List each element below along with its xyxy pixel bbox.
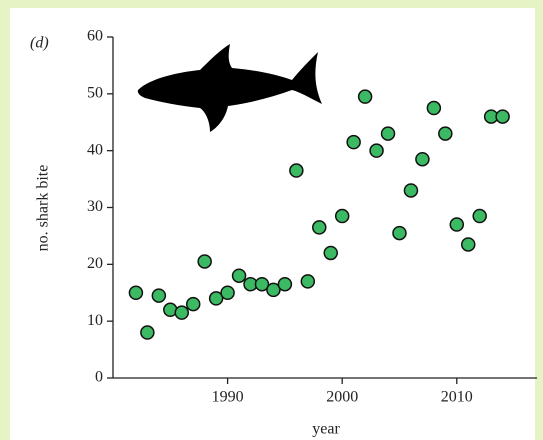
y-tick-label: 50: [87, 85, 103, 102]
point: [185, 296, 201, 312]
point: [277, 276, 293, 292]
point: [472, 208, 487, 224]
y-tick-label: 60: [87, 28, 103, 45]
point: [231, 268, 247, 283]
y-axis-label: no. shark bite: [35, 165, 52, 252]
point: [208, 291, 224, 306]
point: [438, 126, 453, 141]
y-tick-label: 20: [87, 255, 103, 272]
y-tick-label: 0: [95, 369, 103, 386]
point: [140, 325, 155, 340]
point: [334, 208, 350, 224]
x-tick-label: 2010: [441, 389, 473, 406]
point: [449, 217, 465, 232]
point: [128, 285, 144, 300]
point: [357, 89, 373, 104]
point: [220, 285, 235, 300]
x-axis-label: year: [312, 421, 340, 438]
x-tick-label: 1990: [212, 389, 244, 406]
point: [346, 134, 361, 150]
point: [426, 100, 442, 116]
point: [174, 305, 190, 320]
y-tick-label: 10: [87, 312, 103, 329]
x-tick-label: 2000: [326, 389, 358, 406]
shark-silhouette: [137, 44, 322, 132]
point: [254, 276, 270, 292]
point: [312, 220, 327, 235]
point: [369, 143, 384, 158]
point: [495, 109, 510, 124]
point: [289, 163, 304, 178]
point: [415, 151, 430, 167]
point: [300, 274, 316, 289]
point: [460, 237, 476, 252]
point: [392, 225, 407, 241]
y-tick-label: 30: [87, 198, 103, 215]
point: [403, 183, 419, 198]
point: [380, 126, 396, 141]
y-tick-label: 40: [87, 141, 103, 158]
point: [151, 288, 167, 303]
point: [323, 245, 338, 261]
panel-label: (d): [30, 35, 49, 52]
point: [266, 282, 281, 298]
point: [197, 254, 212, 269]
